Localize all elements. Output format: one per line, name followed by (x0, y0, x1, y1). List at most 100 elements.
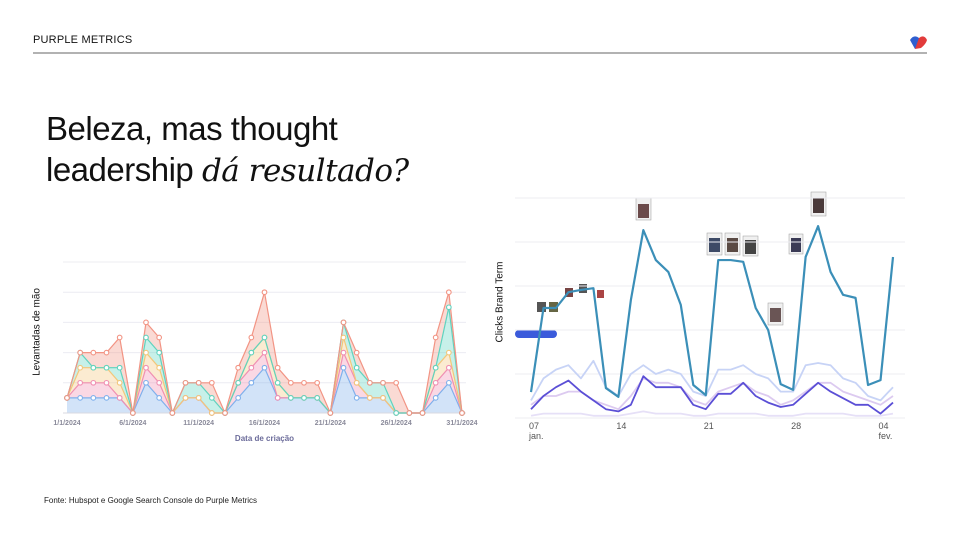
data-point (393, 410, 400, 416)
data-point (156, 349, 163, 356)
area-fill (67, 367, 462, 413)
x-tick-label: 16/1/2024 (248, 420, 281, 427)
data-point (459, 410, 465, 416)
data-point (314, 395, 321, 401)
x-tick-label: 04 fev. (878, 421, 893, 441)
data-point (156, 334, 163, 341)
brand-name: PURPLE METRICS (33, 34, 133, 46)
data-point (143, 319, 149, 326)
x-tick-label: 21 (703, 421, 714, 431)
line-series (529, 225, 895, 398)
slide-title: Beleza, mas thought leadership dá result… (46, 108, 426, 192)
y-axis-label: Clicks Brand Term (494, 261, 506, 343)
data-point (445, 289, 452, 296)
data-point (380, 395, 386, 401)
data-point (116, 395, 123, 401)
data-point (143, 379, 149, 386)
data-point (129, 410, 136, 416)
data-point (156, 364, 163, 371)
data-point (208, 410, 215, 416)
area-fill (67, 307, 462, 413)
data-point (116, 379, 123, 386)
title-emphasis: dá resultado? (201, 153, 409, 189)
data-point (90, 349, 97, 356)
data-point (353, 364, 360, 371)
data-point (366, 379, 373, 386)
data-point (143, 364, 149, 371)
data-point (366, 395, 373, 401)
data-point (353, 349, 360, 356)
data-point (248, 334, 255, 341)
data-point (261, 349, 268, 356)
data-point (432, 379, 439, 386)
x-tick-label: 28 (791, 421, 802, 431)
data-point (393, 379, 400, 386)
data-point (103, 349, 110, 356)
data-point (248, 349, 255, 356)
data-point (406, 410, 413, 416)
data-point (143, 349, 149, 356)
data-point (301, 379, 307, 386)
data-point (116, 334, 123, 341)
x-axis-label: Data de criação (235, 434, 294, 443)
data-point (340, 334, 347, 341)
thumbnails (515, 191, 827, 338)
source-note: Fonte: Hubspot e Google Search Console d… (44, 496, 258, 505)
data-point (64, 395, 70, 401)
data-point (340, 364, 347, 371)
data-point (274, 364, 281, 371)
data-point (327, 410, 334, 416)
data-point (274, 395, 281, 401)
data-point (432, 334, 439, 341)
data-point (248, 364, 255, 371)
data-point (195, 379, 202, 386)
x-tick-label: 21/1/2024 (314, 420, 346, 427)
x-tick-label: 6/1/2024 (119, 420, 147, 427)
data-point (287, 379, 294, 386)
data-point (314, 379, 321, 386)
data-point (77, 379, 84, 386)
data-point (182, 395, 189, 401)
x-tick-label: 07 jan. (529, 421, 544, 441)
data-point (353, 379, 360, 386)
data-point (103, 395, 110, 401)
title-text: Beleza, mas thought leadership (46, 110, 338, 188)
line-series (530, 375, 894, 415)
data-point (340, 349, 347, 356)
x-tick-label: 26/1/2024 (380, 420, 412, 427)
data-point (103, 379, 110, 386)
area-fill (67, 337, 462, 413)
x-tick-label: 1/1/2024 (53, 420, 81, 427)
data-point (235, 379, 242, 386)
data-point (156, 379, 163, 386)
data-point (90, 379, 97, 386)
logo (910, 36, 927, 49)
data-point (182, 379, 189, 386)
data-point (222, 410, 228, 416)
data-point (445, 304, 452, 311)
data-point (195, 395, 202, 401)
line-series (530, 359, 894, 402)
data-point (248, 379, 255, 386)
data-point (90, 364, 97, 371)
data-point (235, 395, 242, 401)
data-point (301, 395, 307, 401)
data-point (432, 364, 439, 371)
data-point (445, 379, 452, 386)
data-point (77, 349, 84, 356)
data-point (287, 395, 294, 401)
data-point (340, 319, 347, 326)
data-point (208, 379, 215, 386)
data-point (261, 289, 268, 296)
data-point (432, 395, 439, 401)
x-tick-label: 31/1/2024 (446, 420, 478, 427)
x-tick-label: 14 (616, 421, 627, 431)
data-point (169, 410, 176, 416)
x-tick-label: 11/1/2024 (183, 420, 215, 427)
data-point (419, 410, 426, 416)
data-point (235, 364, 242, 371)
